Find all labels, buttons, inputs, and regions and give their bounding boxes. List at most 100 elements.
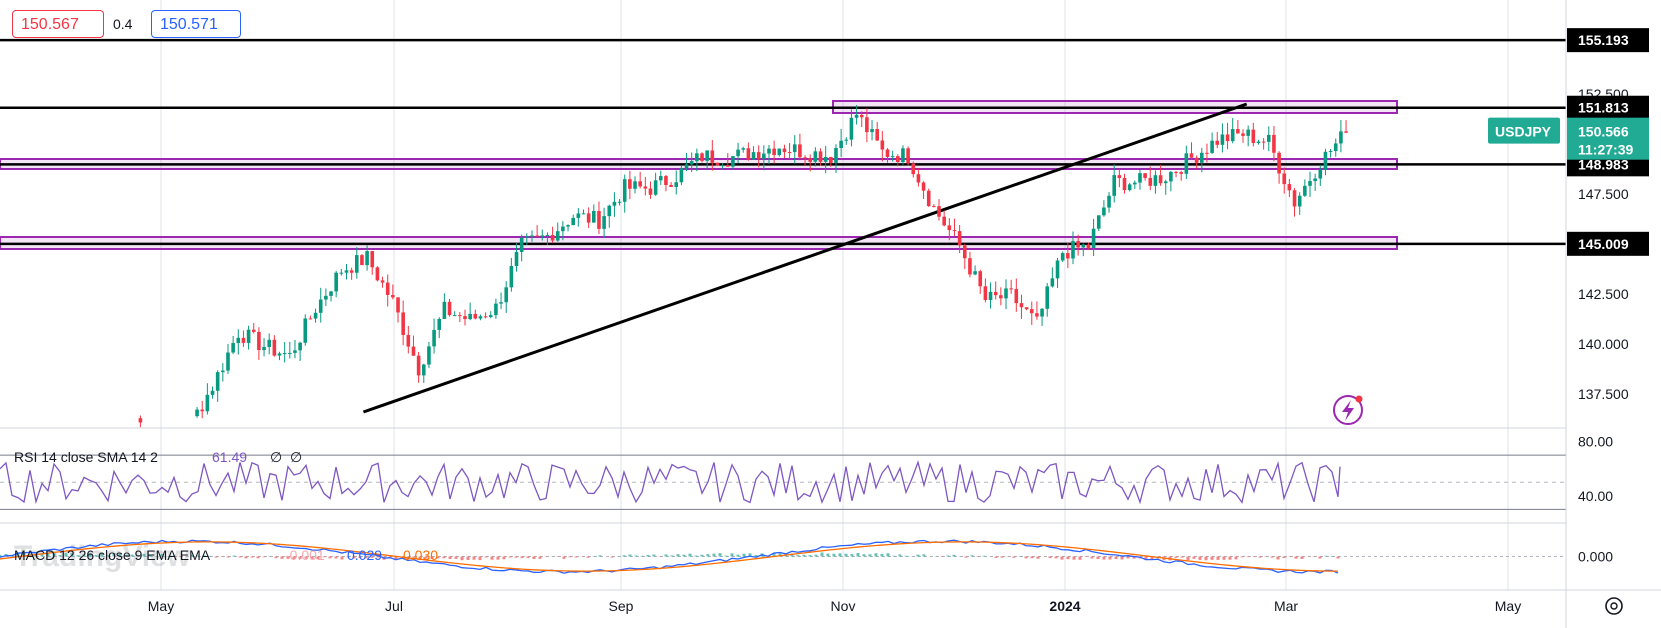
bid-price-button[interactable]: 150.567 (12, 10, 104, 38)
macd-histogram-bar (124, 554, 128, 557)
macd-histogram-bar (88, 553, 92, 557)
macd-histogram-bar (142, 553, 146, 557)
candle-body (231, 343, 235, 353)
candle-body (514, 251, 519, 267)
candle-body (1333, 143, 1338, 152)
macd-histogram-bar (226, 556, 230, 558)
price-tick-label: 142.500 (1578, 286, 1629, 302)
macd-histogram-bar (76, 555, 80, 557)
candle-body (1297, 195, 1302, 207)
macd-histogram-bar (1174, 556, 1178, 558)
candle-body (1024, 307, 1029, 310)
candle-body (313, 312, 318, 319)
macd-histogram-bar (502, 556, 506, 560)
candle-body (859, 114, 864, 118)
candle-body (1199, 152, 1204, 163)
macd-histogram-bar (268, 555, 272, 557)
candle-body (576, 213, 581, 218)
candle-body (483, 316, 488, 318)
trendline-layer[interactable] (362, 102, 1248, 414)
ask-price-button[interactable]: 150.571 (151, 10, 241, 38)
macd-histogram-bar (274, 556, 278, 559)
macd-histogram-bar (850, 554, 854, 557)
candle-body (1091, 228, 1096, 248)
macd-histogram-bar (244, 556, 248, 559)
settings-gear-icon[interactable] (1605, 597, 1623, 615)
candle-body (344, 270, 349, 273)
macd-histogram-bar (208, 555, 212, 557)
macd-histogram-bar (1078, 556, 1082, 560)
macd-histogram-bar (712, 553, 716, 557)
time-axis-label: May (148, 598, 174, 614)
macd-histogram-bar (1198, 556, 1202, 560)
candle-body (267, 339, 272, 348)
rsi-value: 61.49 (212, 449, 247, 465)
macd-histogram-bar (148, 554, 152, 557)
candle-body (1292, 190, 1297, 207)
macd-histogram-bar (598, 555, 602, 557)
candle-body (432, 329, 436, 347)
macd-histogram-bar (1132, 556, 1136, 559)
macd-histogram-bar (250, 556, 254, 558)
macd-histogram-bar (1030, 556, 1034, 559)
candle-body (262, 347, 266, 351)
candle-body (1287, 184, 1292, 191)
rsi-panel[interactable]: RSI 14 close SMA 14 2 61.49 ∅ ∅ (0, 449, 1566, 510)
candle-body (978, 271, 983, 287)
candle-body (658, 176, 663, 181)
candle-body (664, 176, 668, 186)
rsi-extra: ∅ (290, 449, 302, 465)
macd-histogram-bar (856, 553, 860, 557)
macd-histogram-bar (1294, 556, 1298, 559)
macd-histogram-bar (514, 556, 518, 558)
candle-body (746, 148, 751, 160)
macd-histogram-bar (1276, 556, 1280, 560)
macd-histogram-bar (22, 553, 26, 557)
candle-body (1256, 141, 1261, 143)
macd-histogram-bar (340, 556, 344, 560)
macd-histogram-bar (364, 556, 368, 559)
candle-body (710, 150, 715, 163)
macd-histogram-bar (1096, 556, 1100, 560)
candle-body (525, 236, 529, 238)
macd-histogram-bar (634, 555, 638, 557)
macd-histogram-bar (454, 556, 458, 559)
candle-body (1251, 129, 1256, 143)
macd-histogram-bar (220, 556, 224, 558)
symbol-tag (1488, 117, 1560, 144)
candle-body (566, 225, 570, 227)
candle-body (1220, 134, 1225, 145)
macd-histogram-bar (640, 555, 644, 557)
macd-histogram-bar (688, 553, 692, 557)
macd-panel[interactable]: MACD 12 26 close 9 EMA EMA -0.001 0.029 0.0… (0, 539, 1566, 574)
macd-histogram-bar (922, 554, 926, 557)
candle-body (679, 168, 684, 183)
macd-histogram-bar (316, 556, 320, 560)
candle-body (720, 165, 725, 167)
horizontal-levels[interactable] (0, 38, 1566, 246)
candle-body (442, 301, 447, 319)
candle-body (1205, 152, 1209, 154)
macd-histogram-value: -0.001 (285, 547, 325, 563)
candle-body (226, 352, 230, 371)
rsi-tick-label: 40.00 (1578, 488, 1613, 504)
macd-histogram-bar (322, 556, 326, 558)
rsi-extra: ∅ (270, 449, 282, 465)
macd-histogram-bar (706, 554, 710, 557)
macd-histogram-bar (328, 556, 332, 559)
macd-histogram-bar (586, 556, 590, 558)
candle-body (221, 370, 225, 373)
macd-histogram-bar (946, 555, 950, 557)
candle-body (545, 235, 550, 237)
candle-body (875, 129, 879, 141)
macd-histogram-bar (304, 556, 308, 559)
candle-body (324, 295, 328, 300)
macd-histogram-bar (106, 555, 110, 557)
candle-body (1019, 303, 1024, 308)
candle-body (437, 318, 442, 330)
macd-histogram-bar (838, 553, 842, 557)
candle-body (561, 226, 565, 232)
macd-histogram-bar (82, 554, 86, 557)
candle-body (360, 255, 364, 266)
